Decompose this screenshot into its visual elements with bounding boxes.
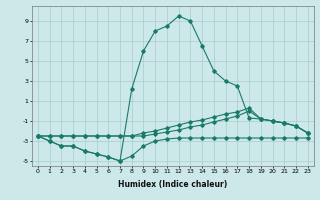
X-axis label: Humidex (Indice chaleur): Humidex (Indice chaleur) — [118, 180, 228, 189]
